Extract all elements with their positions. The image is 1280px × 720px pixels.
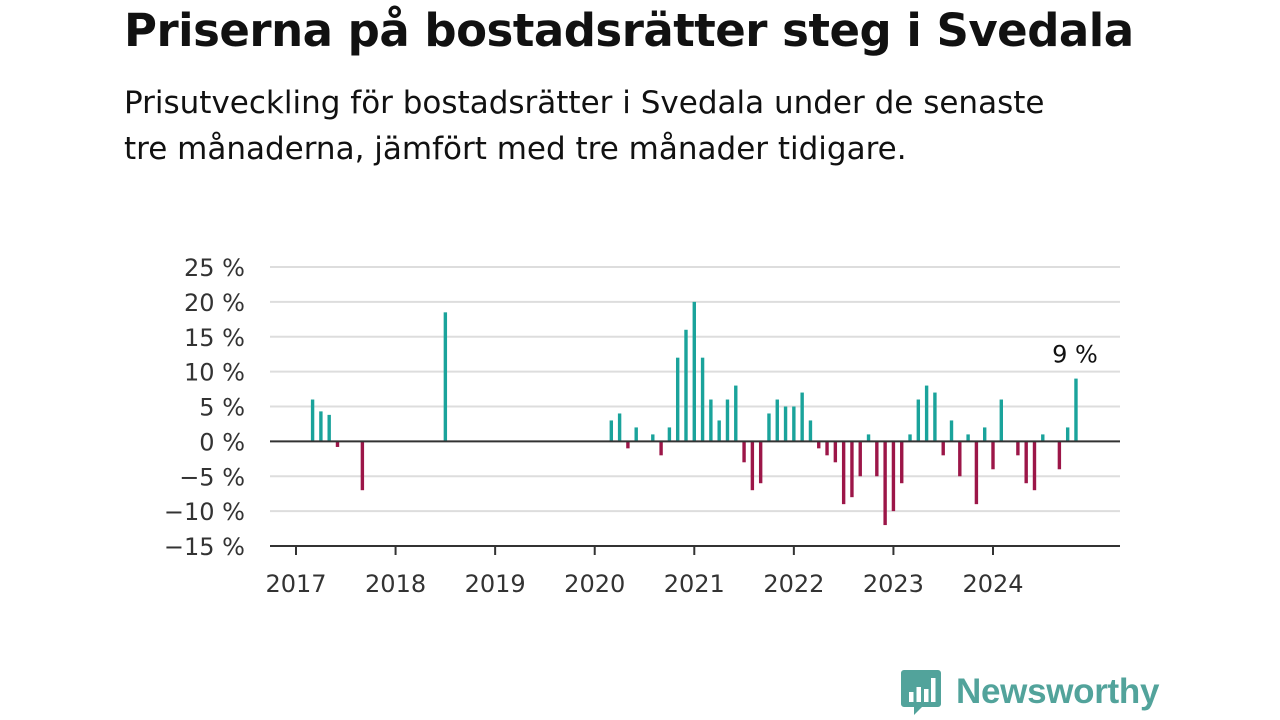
- axes: [270, 440, 1120, 555]
- bar: [916, 399, 921, 442]
- bar: [875, 441, 879, 477]
- bar: [634, 427, 638, 442]
- y-tick-label: 15 %: [184, 324, 245, 352]
- bar: [1074, 378, 1078, 442]
- bar: [958, 441, 962, 477]
- bar: [1057, 441, 1062, 470]
- data-label: 9 %: [1052, 341, 1098, 369]
- y-tick-label: 5 %: [199, 394, 245, 422]
- bar: [319, 411, 323, 442]
- bar: [617, 413, 622, 442]
- bar: [775, 399, 779, 442]
- bar: [310, 399, 315, 442]
- bar: [825, 441, 829, 456]
- bar: [1065, 427, 1070, 442]
- bar: [659, 441, 663, 456]
- bar: [800, 392, 804, 442]
- chart-subtitle: Prisutveckling för bostadsrätter i Sveda…: [124, 85, 1045, 167]
- x-tick-label: 2021: [664, 570, 725, 598]
- x-tick-label: 2024: [962, 570, 1023, 598]
- bar: [742, 441, 746, 463]
- x-tick-label: 2019: [465, 570, 526, 598]
- bar: [626, 441, 630, 449]
- bar: [1041, 434, 1045, 442]
- bar: [700, 357, 705, 442]
- bar: [858, 441, 862, 477]
- brand-name: Newsworthy: [956, 672, 1160, 711]
- bar: [335, 441, 340, 447]
- y-tick-label: 10 %: [184, 359, 245, 387]
- bar: [866, 434, 871, 442]
- y-tick-label: 20 %: [184, 289, 245, 317]
- bar: [833, 441, 838, 463]
- bar: [900, 441, 904, 484]
- bar: [734, 385, 738, 442]
- bar: [1024, 441, 1028, 484]
- bar: [974, 441, 979, 505]
- bar: [908, 434, 912, 442]
- y-tick-label: −15 %: [164, 533, 245, 561]
- bar: [709, 399, 713, 442]
- bar-chart: 25 % 20 % 15 % 10 % 5 % 0 % −5 % −10 % −15 % 201…: [164, 254, 1120, 598]
- bar: [609, 420, 614, 442]
- bar: [991, 441, 995, 470]
- bar: [1016, 441, 1020, 456]
- bar: [891, 441, 896, 512]
- bar: [933, 392, 937, 442]
- x-tick-label: 2022: [763, 570, 824, 598]
- bar: [767, 413, 771, 442]
- bar: [327, 414, 331, 442]
- bar: [360, 441, 365, 491]
- newsworthy-logo-icon: [901, 670, 941, 715]
- x-axis-labels: 2017 2018 2019 2020 2021 2022 2023 2024: [265, 570, 1023, 598]
- bar: [983, 427, 987, 442]
- bar: [717, 420, 721, 442]
- x-tick-label: 2018: [365, 570, 426, 598]
- bar: [883, 441, 887, 526]
- bar: [783, 406, 788, 442]
- bar: [808, 420, 813, 442]
- bar: [817, 441, 821, 449]
- y-tick-label: −5 %: [179, 463, 245, 491]
- y-tick-label: 25 %: [184, 254, 245, 282]
- bar: [841, 441, 846, 505]
- x-tick-label: 2023: [863, 570, 924, 598]
- bar: [966, 434, 970, 442]
- brand-logo: Newsworthy: [900, 668, 1159, 716]
- bar: [750, 441, 755, 491]
- x-tick-label: 2017: [265, 570, 326, 598]
- annotations: 9 %: [1052, 341, 1098, 369]
- bar: [792, 406, 796, 442]
- bar: [667, 427, 672, 442]
- bar: [999, 399, 1003, 442]
- bar: [1032, 441, 1037, 491]
- bar: [924, 385, 929, 442]
- y-tick-label: 0 %: [199, 428, 245, 456]
- bar: [949, 420, 954, 442]
- bar: [941, 441, 945, 456]
- x-tick-label: 2020: [564, 570, 625, 598]
- bar: [692, 301, 696, 442]
- y-axis-labels: 25 % 20 % 15 % 10 % 5 % 0 % −5 % −10 % −15 %: [164, 254, 245, 561]
- bar: [758, 441, 763, 484]
- bar: [675, 357, 680, 442]
- bar: [850, 441, 854, 498]
- bar: [651, 434, 655, 442]
- bar: [443, 312, 448, 442]
- bar: [725, 399, 730, 442]
- y-tick-label: −10 %: [164, 498, 245, 526]
- bar: [684, 329, 688, 442]
- chart-title: Priserna på bostadsrätter steg i Svedala: [124, 4, 1134, 57]
- bars: [310, 301, 1078, 526]
